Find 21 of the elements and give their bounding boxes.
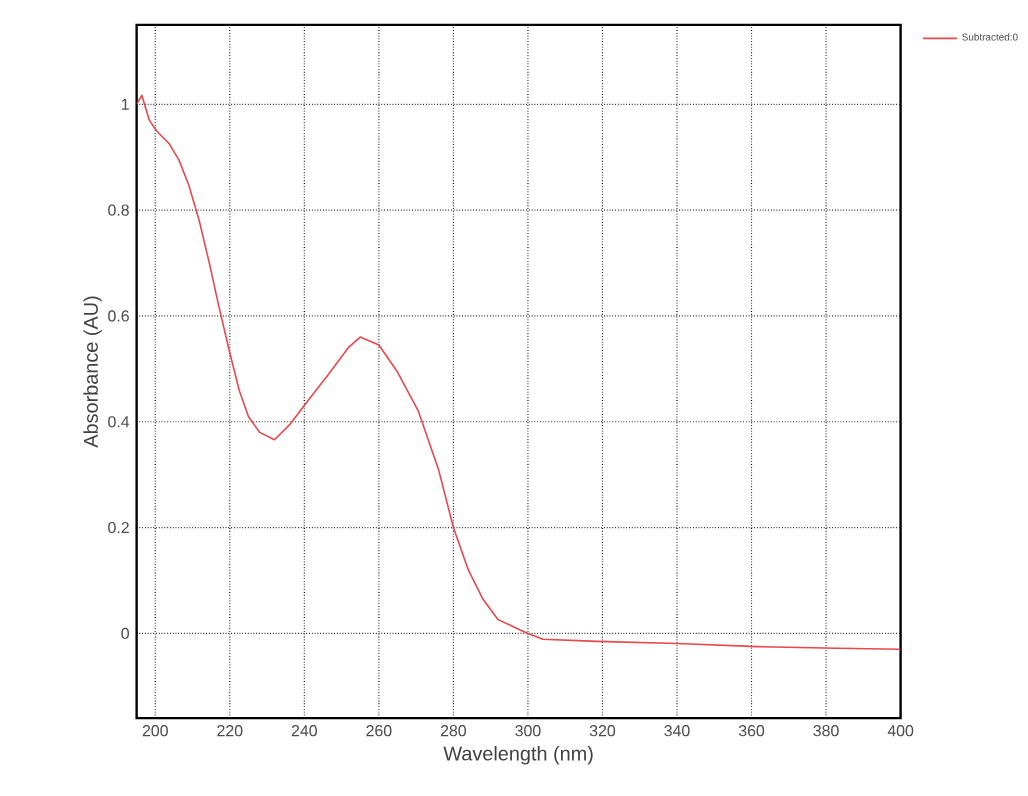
y-tick-label: 0.2: [108, 522, 129, 534]
y-tick-label: 0.8: [108, 204, 129, 216]
legend-label: Subtracted:0: [962, 33, 1018, 41]
x-tick-label: 200: [142, 725, 168, 737]
y-tick-label: 1: [121, 98, 129, 110]
x-tick-label: 320: [589, 725, 616, 737]
y-tick-label: 0.4: [108, 416, 130, 428]
x-tick-label: 300: [515, 725, 541, 737]
x-tick-label: 220: [217, 725, 243, 737]
x-tick-label: 240: [291, 725, 317, 737]
line-series: [136, 94, 901, 651]
x-tick-label: 360: [738, 725, 765, 737]
x-tick-label: 400: [887, 725, 914, 737]
x-axis-title: Wavelength (nm): [443, 746, 593, 765]
y-tick-label: 0: [121, 627, 129, 640]
x-tick-label: 260: [366, 725, 392, 737]
y-axis-title: Absorbance (AU): [83, 296, 102, 448]
x-tick-label: 280: [440, 725, 467, 737]
x-tick-label: 380: [813, 725, 839, 737]
y-tick-label: 0.6: [108, 310, 129, 322]
x-tick-label: 340: [664, 725, 690, 737]
